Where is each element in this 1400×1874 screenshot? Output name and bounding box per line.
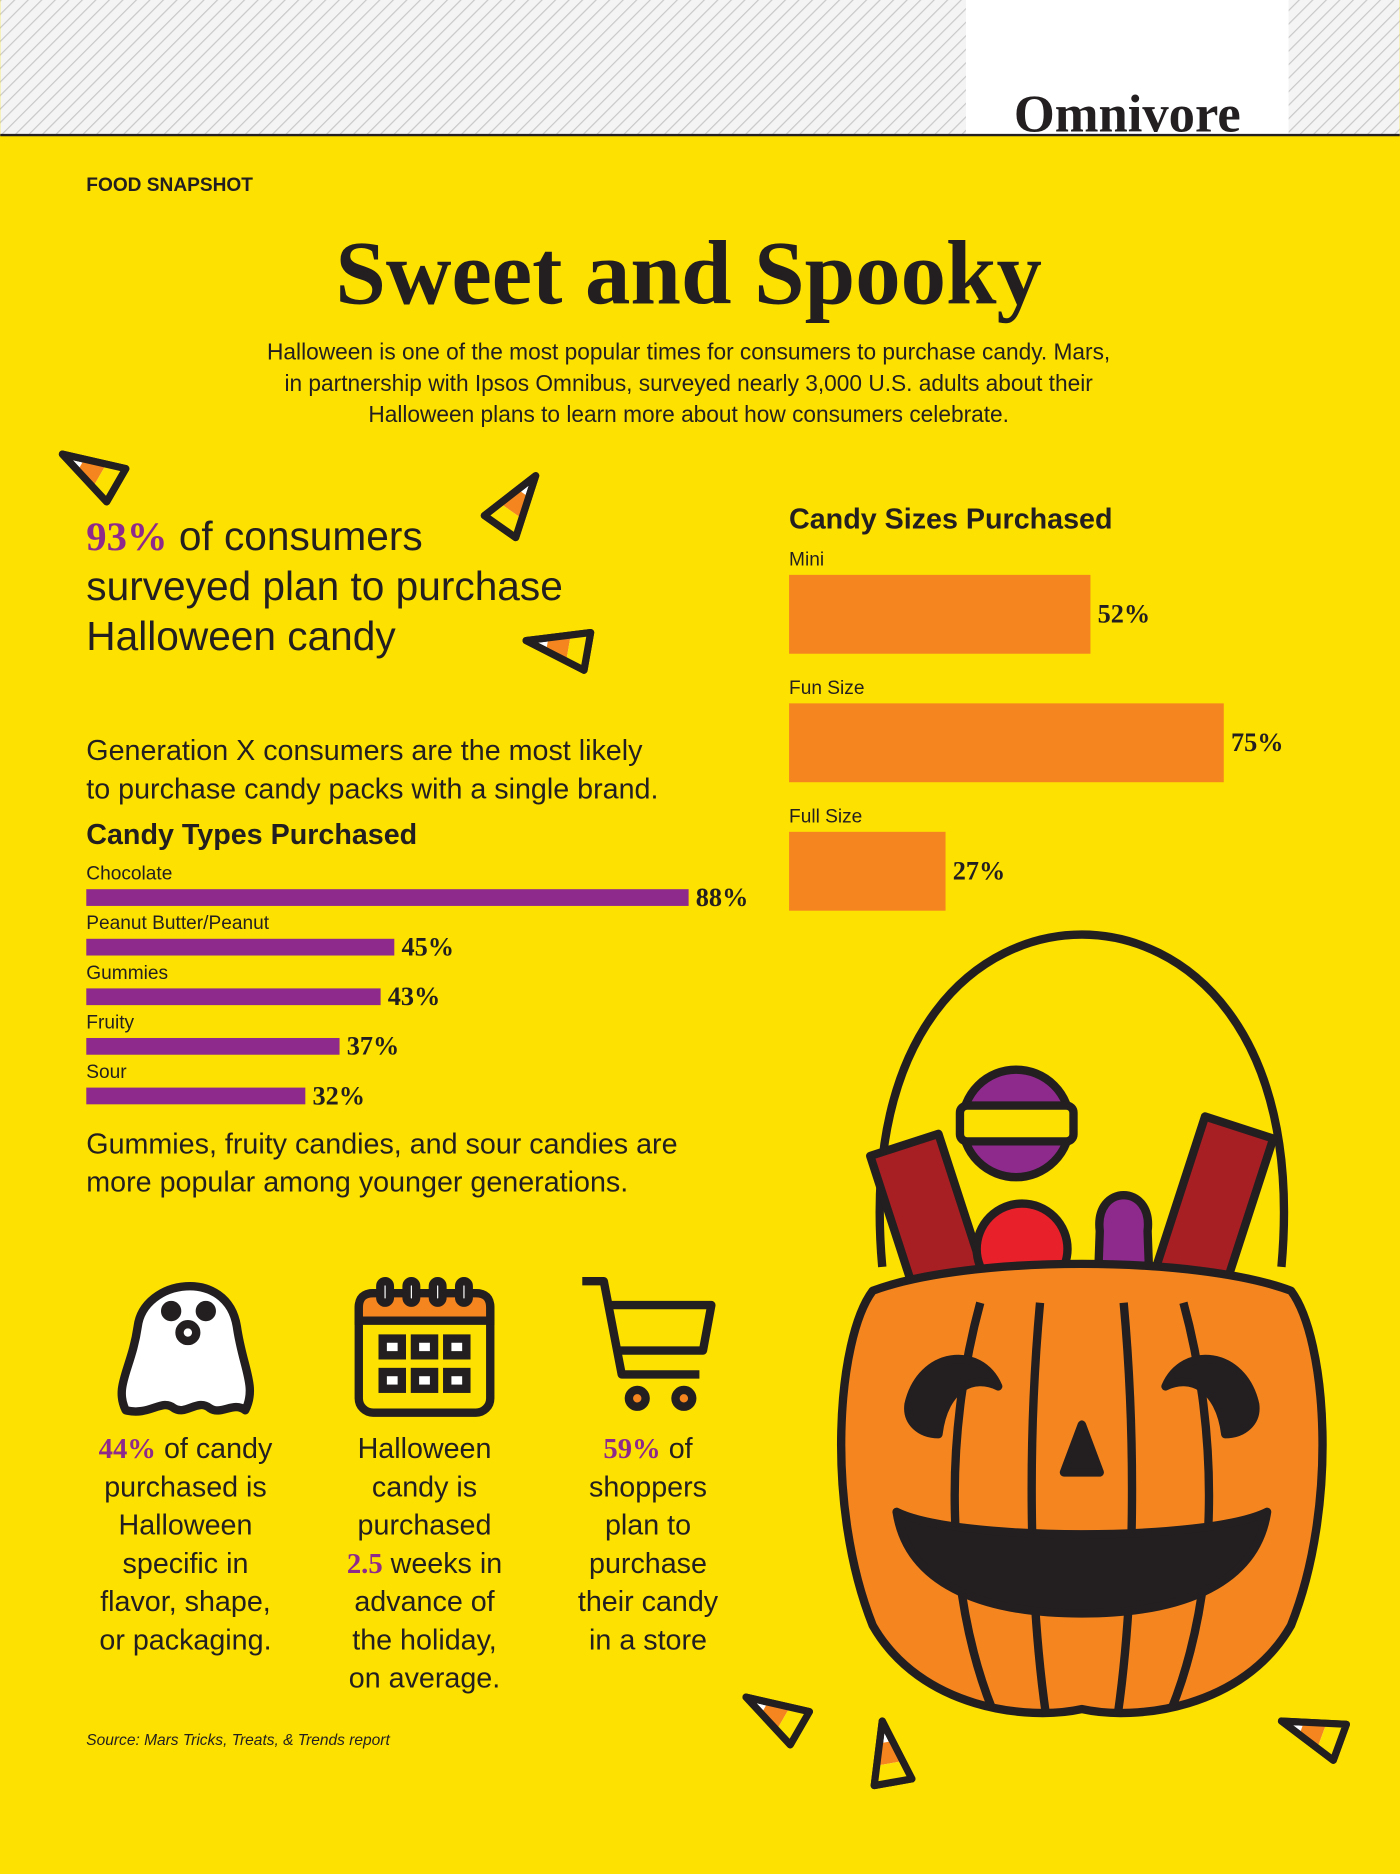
- bar: [789, 831, 946, 911]
- value-label: 52%: [1098, 600, 1151, 629]
- bar: [86, 938, 395, 956]
- intro-text: Halloween plans to learn more about how …: [368, 401, 1009, 427]
- intro-text: Halloween is one of the most popular tim…: [267, 339, 1110, 365]
- bar: [86, 1037, 340, 1055]
- headline-stat: 93% of consumers: [86, 513, 422, 559]
- stat-text: 59% of: [603, 1433, 693, 1465]
- bar: [86, 1087, 306, 1105]
- stat-text: Halloween: [358, 1433, 492, 1465]
- category-label: Peanut Butter/Peanut: [86, 913, 269, 934]
- cart-icon: [582, 1277, 716, 1411]
- bar: [86, 988, 381, 1006]
- category-label: Gummies: [86, 963, 168, 984]
- calendar-icon: [354, 1277, 495, 1417]
- line-text: of: [661, 1433, 694, 1465]
- category-label: Sour: [86, 1062, 127, 1083]
- stat-text: their candy: [578, 1586, 719, 1618]
- category-label: Chocolate: [86, 864, 172, 885]
- value-label: 75%: [1231, 728, 1284, 757]
- stat-text: flavor, shape,: [100, 1586, 271, 1618]
- intro-text: in partnership with Ipsos Omnibus, surve…: [284, 370, 1093, 396]
- brand: Omnivore: [1014, 85, 1241, 143]
- line-text: of candy: [156, 1433, 273, 1465]
- note-text: Generation X consumers are the most like…: [86, 735, 643, 767]
- pumpkin-basket: [836, 930, 1327, 1718]
- line-text: of consumers: [168, 513, 423, 559]
- highlight-figure: 2.5: [347, 1548, 383, 1580]
- highlight-figure: 93%: [86, 514, 167, 559]
- stat-text: 44% of candy: [99, 1433, 273, 1465]
- highlight-figure: 44%: [99, 1433, 156, 1465]
- value-label: 32%: [312, 1081, 365, 1110]
- stat-text: or packaging.: [99, 1624, 271, 1656]
- chart-title: Candy Types Purchased: [86, 819, 417, 851]
- note-text: to purchase candy packs with a single br…: [86, 773, 658, 805]
- stat-text: purchase: [589, 1548, 707, 1580]
- stat-text: purchased is: [104, 1471, 267, 1503]
- stat-text: plan to: [605, 1510, 691, 1542]
- ghost-icon: [117, 1282, 255, 1416]
- note-text: Gummies, fruity candies, and sour candie…: [86, 1128, 677, 1160]
- stat-text: in a store: [589, 1624, 707, 1656]
- stat-text: Halloween: [119, 1510, 253, 1542]
- category-label: Fruity: [86, 1012, 134, 1033]
- bar: [789, 703, 1224, 783]
- category-label: Full Size: [789, 806, 862, 827]
- line-text: weeks in: [383, 1548, 503, 1580]
- value-label: 27%: [953, 857, 1006, 886]
- value-label: 45%: [401, 933, 454, 962]
- bar: [789, 574, 1091, 654]
- stat-text: purchased: [358, 1510, 492, 1542]
- value-label: 43%: [388, 982, 441, 1011]
- highlight-figure: 59%: [603, 1433, 660, 1465]
- section-label: FOOD SNAPSHOT: [86, 175, 253, 196]
- category-label: Mini: [789, 549, 824, 570]
- stat-text: the holiday,: [352, 1624, 497, 1656]
- stat-text: 2.5 weeks in: [347, 1548, 502, 1580]
- headline-stat: surveyed plan to purchase: [86, 563, 563, 609]
- brand-box: [965, 0, 1289, 136]
- stat-text: advance of: [354, 1586, 495, 1618]
- value-label: 88%: [696, 883, 749, 912]
- stat-text: shoppers: [589, 1471, 707, 1503]
- value-label: 37%: [347, 1032, 400, 1061]
- bar: [86, 889, 689, 906]
- page-title: Sweet and Spooky: [335, 223, 1042, 324]
- stat-text: on average.: [349, 1663, 500, 1695]
- chart-title: Candy Sizes Purchased: [789, 503, 1112, 535]
- stat-text: specific in: [123, 1548, 249, 1580]
- headline-stat: Halloween candy: [86, 613, 396, 659]
- note-text: more popular among younger generations.: [86, 1167, 628, 1199]
- source-note: Source: Mars Tricks, Treats, & Trends re…: [86, 1732, 390, 1749]
- category-label: Fun Size: [789, 678, 864, 699]
- stat-text: candy is: [372, 1471, 477, 1503]
